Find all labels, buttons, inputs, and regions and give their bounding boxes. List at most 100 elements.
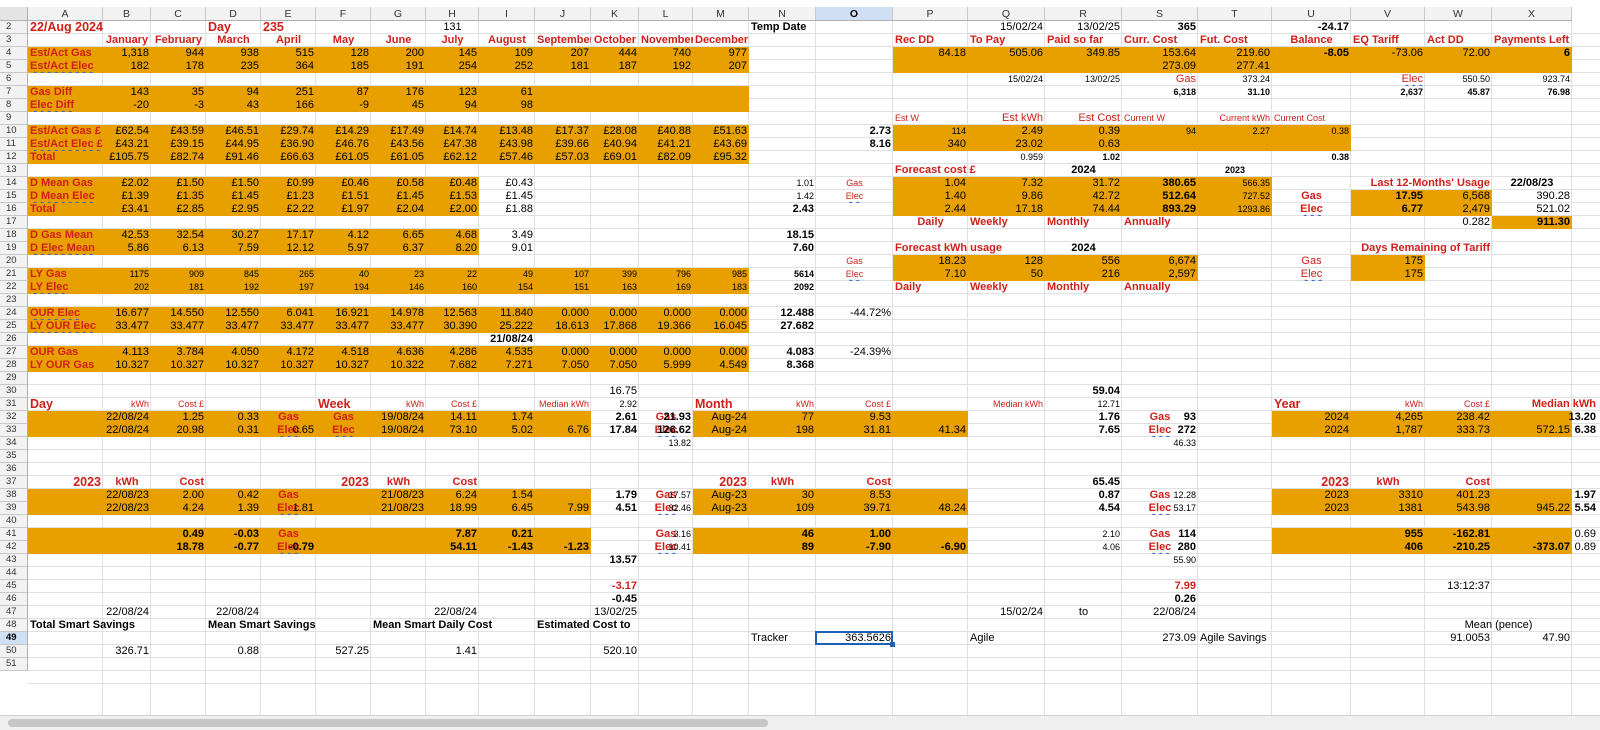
data-cell[interactable]: 197 [298, 282, 314, 292]
cell-q14[interactable]: 7.32 [1021, 177, 1043, 189]
data-cell[interactable]: 207 [728, 60, 747, 72]
data-cell[interactable]: 0.000 [609, 307, 637, 319]
data-cell[interactable]: £1.97 [341, 203, 369, 215]
data-cell[interactable]: £43.98 [499, 138, 533, 150]
month-header-july[interactable]: July [441, 34, 464, 46]
data-cell[interactable]: 5.97 [347, 242, 369, 254]
data-cell[interactable]: 14.550 [170, 307, 204, 319]
total-smart-savings-label[interactable]: Total Smart Savings [30, 619, 135, 631]
cell-s10[interactable]: 94 [1185, 126, 1196, 136]
data-cell[interactable]: 10.327 [335, 359, 369, 371]
cell-e42[interactable]: Elec [277, 541, 300, 553]
data-cell[interactable]: 251 [295, 86, 314, 98]
cell-r32[interactable]: 1.76 [1098, 411, 1120, 423]
cell-n42[interactable]: 89 [801, 541, 814, 553]
data-cell[interactable]: 7.682 [449, 359, 477, 371]
cell-s39[interactable]: 53.17 [1173, 503, 1196, 513]
cell-j31[interactable]: Median kWh [538, 399, 589, 409]
data-cell[interactable]: 8.20 [455, 242, 477, 254]
column-header-k[interactable]: K [591, 7, 639, 21]
cell-s38[interactable]: 12.28 [1173, 490, 1196, 500]
cell-x33[interactable]: 572.15 [1536, 424, 1570, 436]
column-header-q[interactable]: Q [968, 7, 1045, 21]
cell-n22[interactable]: 2092 [793, 282, 814, 292]
cell-c41[interactable]: 0.49 [182, 528, 204, 540]
cell-k46[interactable]: -0.45 [611, 593, 637, 605]
forecast-kwh-label[interactable]: Forecast kWh usage [895, 242, 1002, 254]
row-header-2[interactable]: 2 [0, 21, 28, 34]
cell-o37[interactable]: Cost [866, 476, 891, 488]
cell-h37[interactable]: Cost [452, 476, 477, 488]
data-cell[interactable]: £1.45 [231, 190, 259, 202]
cell-v32[interactable]: 4,265 [1395, 411, 1423, 423]
cell-d38[interactable]: 0.42 [237, 489, 259, 501]
cell-r20[interactable]: 556 [1101, 255, 1120, 267]
month-header-february[interactable]: February [154, 34, 203, 46]
row-header-40[interactable]: 40 [0, 515, 28, 528]
data-cell[interactable]: 163 [621, 282, 637, 292]
data-cell[interactable]: 4.518 [341, 346, 369, 358]
cell-w7[interactable]: 45.87 [1467, 87, 1490, 97]
right-header-v[interactable]: EQ Tariff [1353, 34, 1399, 46]
column-header-a[interactable]: A [28, 7, 103, 21]
cell-x7[interactable]: 76.98 [1547, 87, 1570, 97]
cell-c32[interactable]: 1.25 [182, 411, 204, 423]
cell-w42[interactable]: -210.25 [1452, 541, 1490, 553]
row-label-ly-our-gas[interactable]: LY OUR Gas [30, 359, 95, 371]
week-section-label[interactable]: Week [318, 398, 351, 411]
cell-b38[interactable]: 22/08/23 [106, 489, 149, 501]
row-header-22[interactable]: 22 [0, 281, 28, 294]
cell-o20[interactable]: Gas [846, 256, 863, 266]
data-cell[interactable]: £1.23 [286, 190, 314, 202]
cell-r17[interactable]: Monthly [1047, 216, 1090, 228]
data-cell[interactable]: £14.29 [335, 125, 369, 137]
data-cell[interactable]: 10.327 [280, 359, 314, 371]
data-cell[interactable]: £43.21 [115, 138, 149, 150]
row-header-50[interactable]: 50 [0, 645, 28, 658]
cell-p42[interactable]: -6.90 [940, 541, 966, 553]
cell-t15[interactable]: 727.52 [1242, 191, 1270, 201]
month-header-january[interactable]: January [105, 34, 149, 46]
cell-h31[interactable]: Cost £ [450, 399, 477, 409]
data-cell[interactable]: 32.54 [176, 229, 204, 241]
cell-l33[interactable]: Elec [654, 424, 678, 436]
cell-p33[interactable]: 41.34 [938, 424, 966, 436]
cell-n32[interactable]: 77 [801, 411, 814, 423]
row-header-4[interactable]: 4 [0, 47, 28, 60]
data-cell[interactable]: 515 [295, 47, 314, 59]
cell-s17[interactable]: Annually [1124, 216, 1171, 228]
data-cell[interactable]: 0.000 [663, 307, 691, 319]
data-cell[interactable]: 12.563 [443, 307, 477, 319]
data-cell[interactable]: 254 [458, 60, 477, 72]
cell-w6[interactable]: 550.50 [1462, 74, 1490, 84]
cell-q17[interactable]: Weekly [970, 216, 1008, 228]
cell-s46[interactable]: 0.26 [1174, 593, 1196, 605]
data-cell[interactable]: £2.02 [121, 177, 149, 189]
data-cell[interactable]: 166 [295, 99, 314, 111]
data-cell[interactable]: £43.69 [713, 138, 747, 150]
cell-o31[interactable]: Cost £ [864, 399, 891, 409]
data-cell[interactable]: 11.840 [500, 307, 533, 319]
row-label-ly-our-elec[interactable]: LY OUR Elec [30, 320, 97, 332]
cell-s15[interactable]: 512.64 [1162, 190, 1196, 202]
data-cell[interactable]: £57.46 [499, 151, 533, 163]
row-header-42[interactable]: 42 [0, 541, 28, 554]
data-cell[interactable]: 399 [621, 269, 637, 279]
cell-r47[interactable]: to [1078, 606, 1089, 618]
cell-l39[interactable]: Elec [654, 502, 678, 514]
data-cell[interactable]: 4.549 [719, 359, 747, 371]
right-header-q[interactable]: To Pay [970, 34, 1006, 46]
cell-s42[interactable]: Elec [1148, 541, 1172, 553]
column-header-v[interactable]: V [1351, 7, 1425, 21]
date-header[interactable]: 22/Aug 2024 [30, 21, 103, 34]
cell-g38[interactable]: 21/08/23 [381, 489, 424, 501]
data-cell[interactable]: 45 [411, 99, 424, 111]
cell-v21[interactable]: 175 [1404, 268, 1423, 280]
right-header-u[interactable]: Balance [1290, 34, 1333, 46]
data-cell[interactable]: 25.222 [499, 320, 533, 332]
cell-s49[interactable]: 273.09 [1162, 632, 1196, 644]
cell-k30[interactable]: 16.75 [609, 385, 637, 397]
cell-s16[interactable]: 893.29 [1162, 203, 1196, 215]
horizontal-scrollbar[interactable] [0, 715, 1600, 730]
